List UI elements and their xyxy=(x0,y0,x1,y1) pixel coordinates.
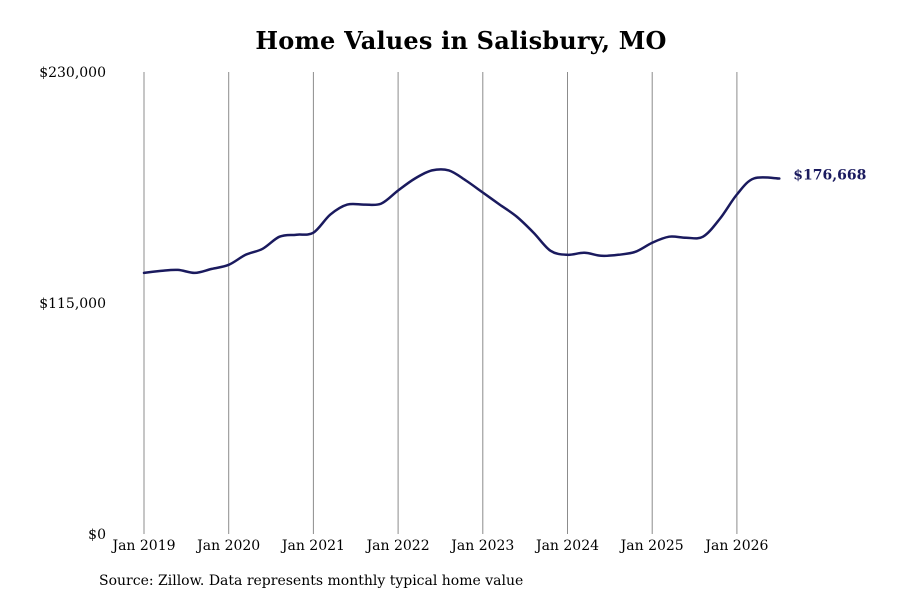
x-tick-label: Jan 2021 xyxy=(280,538,345,554)
y-axis: $230,000 $115,000 $0 xyxy=(39,65,106,543)
y-tick-label: $230,000 xyxy=(39,65,106,81)
y-tick-label: $115,000 xyxy=(39,296,106,312)
end-value-label: $176,668 xyxy=(793,167,866,183)
y-tick-label: $0 xyxy=(88,527,106,543)
x-tick-label: Jan 2019 xyxy=(110,538,175,554)
x-tick-label: Jan 2022 xyxy=(365,538,430,554)
vertical-grid xyxy=(143,72,738,534)
series-line-home-value xyxy=(142,168,781,275)
x-tick-label: Jan 2025 xyxy=(619,538,684,554)
x-tick-label: Jan 2020 xyxy=(195,538,260,554)
x-tick-label: Jan 2026 xyxy=(703,538,768,554)
x-tick-label: Jan 2023 xyxy=(449,538,514,554)
x-tick-label: Jan 2024 xyxy=(534,538,599,554)
chart-title: Home Values in Salisbury, MO xyxy=(255,26,667,55)
source-note: Source: Zillow. Data represents monthly … xyxy=(99,573,524,589)
x-axis: Jan 2019 Jan 2020 Jan 2021 Jan 2022 Jan 2023… xyxy=(110,538,768,554)
